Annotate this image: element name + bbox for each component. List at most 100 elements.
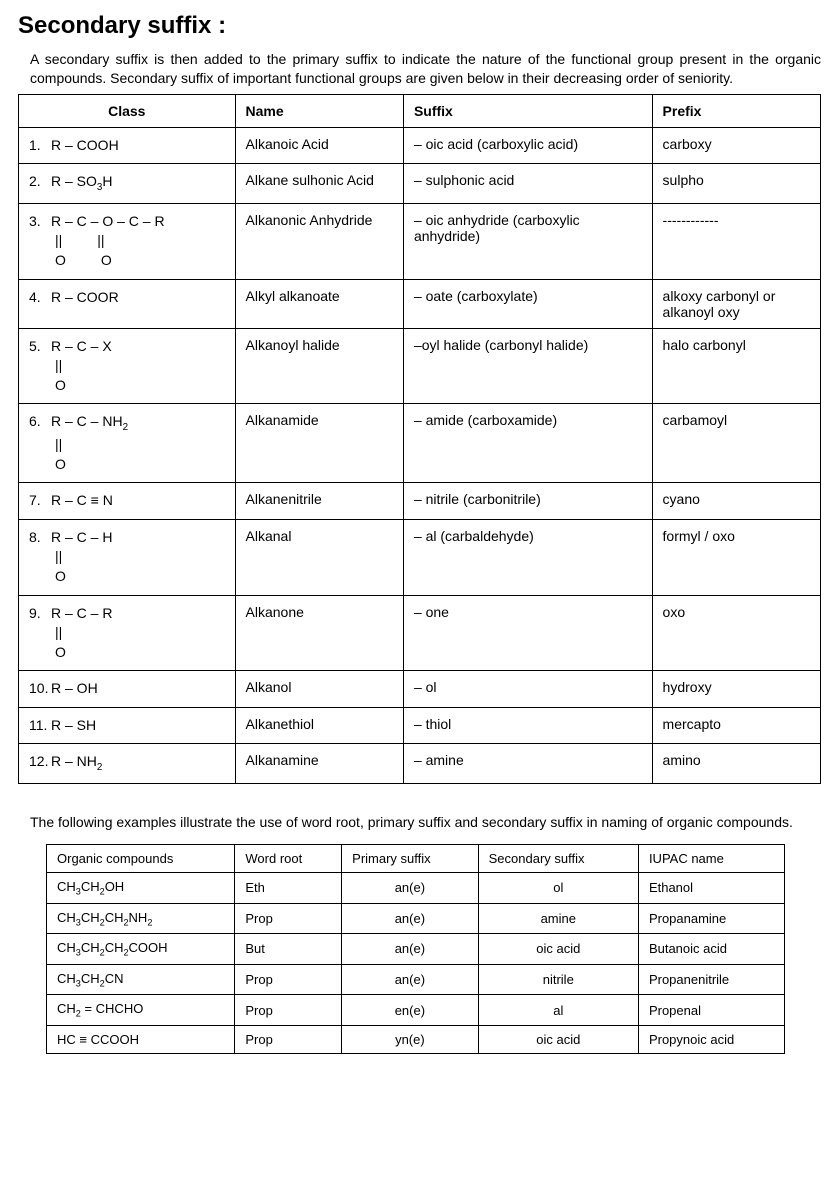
bond-line: || bbox=[29, 547, 225, 567]
bond-line: O O bbox=[29, 251, 225, 271]
row-num: 9. bbox=[29, 604, 51, 624]
table-row: CH3CH2OH Eth an(e) ol Ethanol bbox=[47, 872, 785, 903]
table-row: 9.R – C – R || O Alkanone – one oxo bbox=[19, 595, 821, 671]
root: Prop bbox=[235, 995, 342, 1026]
row-prefix: mercapto bbox=[652, 707, 820, 744]
bond-line: O bbox=[29, 643, 225, 663]
table-row: 11.R – SH Alkanethiol – thiol mercapto bbox=[19, 707, 821, 744]
row-name: Alkanamine bbox=[235, 744, 403, 784]
primary: an(e) bbox=[342, 934, 478, 965]
bond-line: O bbox=[29, 376, 225, 396]
header-suffix: Suffix bbox=[403, 94, 652, 127]
iupac: Butanoic acid bbox=[638, 934, 784, 965]
row-formula: R – OH bbox=[51, 680, 98, 696]
secondary: oic acid bbox=[478, 1025, 638, 1053]
secondary: amine bbox=[478, 903, 638, 934]
compound: CH2 = CHCHO bbox=[47, 995, 235, 1026]
bond-line: || bbox=[29, 435, 225, 455]
header-class: Class bbox=[19, 94, 236, 127]
secondary: oic acid bbox=[478, 934, 638, 965]
row-formula: R – C – NH2 bbox=[51, 413, 128, 429]
compound: HC ≡ CCOOH bbox=[47, 1025, 235, 1053]
intro-text: A secondary suffix is then added to the … bbox=[18, 50, 821, 88]
compound: CH3CH2CH2COOH bbox=[47, 934, 235, 965]
row-prefix: alkoxy carbonyl or alkanoyl oxy bbox=[652, 279, 820, 328]
header-secondary: Secondary suffix bbox=[478, 844, 638, 872]
row-name: Alkyl alkanoate bbox=[235, 279, 403, 328]
row-num: 3. bbox=[29, 212, 51, 232]
row-formula: R – COOR bbox=[51, 289, 119, 305]
row-suffix: – thiol bbox=[403, 707, 652, 744]
iupac: Propynoic acid bbox=[638, 1025, 784, 1053]
primary: an(e) bbox=[342, 903, 478, 934]
table-row: HC ≡ CCOOH Prop yn(e) oic acid Propynoic… bbox=[47, 1025, 785, 1053]
row-suffix: – amine bbox=[403, 744, 652, 784]
row-prefix: carboxy bbox=[652, 127, 820, 164]
bond-line: O bbox=[29, 455, 225, 475]
row-name: Alkanoyl halide bbox=[235, 328, 403, 404]
root: Eth bbox=[235, 872, 342, 903]
row-prefix: halo carbonyl bbox=[652, 328, 820, 404]
secondary: nitrile bbox=[478, 964, 638, 995]
iupac: Propanamine bbox=[638, 903, 784, 934]
row-formula: R – COOH bbox=[51, 137, 119, 153]
table-row: 10.R – OH Alkanol – ol hydroxy bbox=[19, 671, 821, 708]
row-suffix: – one bbox=[403, 595, 652, 671]
row-prefix: formyl / oxo bbox=[652, 519, 820, 595]
row-name: Alkanenitrile bbox=[235, 483, 403, 520]
secondary: ol bbox=[478, 872, 638, 903]
row-num: 4. bbox=[29, 288, 51, 308]
row-name: Alkane sulhonic Acid bbox=[235, 164, 403, 204]
compound: CH3CH2CN bbox=[47, 964, 235, 995]
table-row: 4.R – COOR Alkyl alkanoate – oate (carbo… bbox=[19, 279, 821, 328]
row-formula: R – SH bbox=[51, 717, 96, 733]
row-num: 10. bbox=[29, 679, 51, 699]
row-suffix: – oic acid (carboxylic acid) bbox=[403, 127, 652, 164]
row-suffix: – oate (carboxylate) bbox=[403, 279, 652, 328]
row-formula: R – SO3H bbox=[51, 173, 112, 189]
table-row: 12.R – NH2 Alkanamine – amine amino bbox=[19, 744, 821, 784]
table-header-row: Organic compounds Word root Primary suff… bbox=[47, 844, 785, 872]
row-num: 8. bbox=[29, 528, 51, 548]
row-suffix: –oyl halide (carbonyl halide) bbox=[403, 328, 652, 404]
root: Prop bbox=[235, 964, 342, 995]
compound: CH3CH2OH bbox=[47, 872, 235, 903]
table-row: 1.R – COOH Alkanoic Acid – oic acid (car… bbox=[19, 127, 821, 164]
root: Prop bbox=[235, 903, 342, 934]
row-num: 12. bbox=[29, 752, 51, 772]
bond-line: || bbox=[29, 356, 225, 376]
row-num: 1. bbox=[29, 136, 51, 156]
row-formula: R – C – O – C – R bbox=[51, 213, 165, 229]
table-row: 5.R – C – X || O Alkanoyl halide –oyl ha… bbox=[19, 328, 821, 404]
header-name: Name bbox=[235, 94, 403, 127]
primary: an(e) bbox=[342, 964, 478, 995]
row-prefix: ------------ bbox=[652, 203, 820, 279]
row-num: 2. bbox=[29, 172, 51, 192]
row-num: 6. bbox=[29, 412, 51, 432]
row-num: 7. bbox=[29, 491, 51, 511]
row-name: Alkanethiol bbox=[235, 707, 403, 744]
iupac: Ethanol bbox=[638, 872, 784, 903]
row-name: Alkanol bbox=[235, 671, 403, 708]
header-iupac: IUPAC name bbox=[638, 844, 784, 872]
row-prefix: sulpho bbox=[652, 164, 820, 204]
table-header-row: Class Name Suffix Prefix bbox=[19, 94, 821, 127]
header-compound: Organic compounds bbox=[47, 844, 235, 872]
row-formula: R – C – R bbox=[51, 605, 112, 621]
example-intro: The following examples illustrate the us… bbox=[18, 814, 821, 830]
row-name: Alkanal bbox=[235, 519, 403, 595]
table-row: CH3CH2CH2NH2 Prop an(e) amine Propanamin… bbox=[47, 903, 785, 934]
secondary: al bbox=[478, 995, 638, 1026]
row-suffix: – amide (carboxamide) bbox=[403, 404, 652, 483]
bond-line: || || bbox=[29, 231, 225, 251]
row-name: Alkanamide bbox=[235, 404, 403, 483]
header-root: Word root bbox=[235, 844, 342, 872]
table-row: 8.R – C – H || O Alkanal – al (carbaldeh… bbox=[19, 519, 821, 595]
row-formula: R – C – X bbox=[51, 338, 112, 354]
header-primary: Primary suffix bbox=[342, 844, 478, 872]
table-row: CH3CH2CH2COOH But an(e) oic acid Butanoi… bbox=[47, 934, 785, 965]
row-prefix: hydroxy bbox=[652, 671, 820, 708]
row-prefix: oxo bbox=[652, 595, 820, 671]
row-name: Alkanonic Anhydride bbox=[235, 203, 403, 279]
functional-groups-table: Class Name Suffix Prefix 1.R – COOH Alka… bbox=[18, 94, 821, 784]
